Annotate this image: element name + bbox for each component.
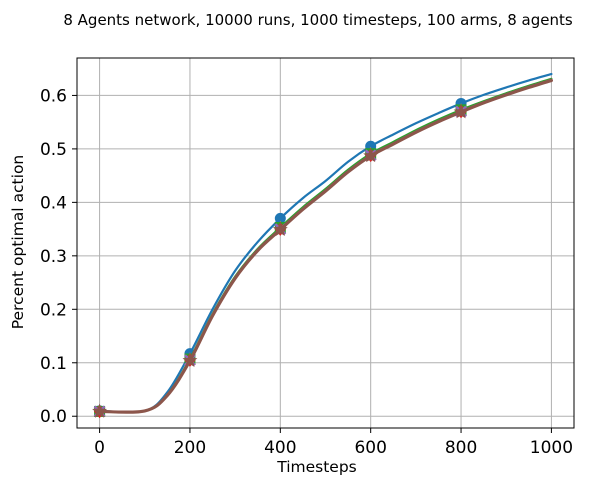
- x-tick-label: 600: [354, 438, 386, 458]
- y-tick-label: 0.1: [40, 354, 67, 374]
- x-tick-label: 200: [174, 438, 206, 458]
- y-tick-label: 0.3: [40, 247, 67, 267]
- y-tick-label: 0.5: [40, 140, 67, 160]
- grid: [77, 58, 574, 428]
- ticks: 0 200 400 600 800 1000 0.0 0.1 0.2 0.3 0.4 0.5 0.6: [40, 86, 573, 458]
- x-tick-label: 1000: [530, 438, 573, 458]
- x-tick-label: 800: [445, 438, 477, 458]
- series-6: [92, 78, 554, 418]
- data-point-marker: [182, 352, 198, 367]
- chart-title: 8 Agents network, 10000 runs, 1000 times…: [63, 11, 572, 29]
- data-point-marker: [363, 148, 379, 163]
- x-tick-label: 0: [94, 438, 105, 458]
- data-point-marker: [453, 104, 469, 119]
- y-tick-label: 0.6: [40, 86, 67, 106]
- y-axis-label: Percent optimal action: [9, 155, 27, 330]
- y-tick-label: 0.4: [40, 193, 67, 213]
- series-line: [97, 78, 554, 414]
- x-axis-label: Timesteps: [276, 458, 357, 476]
- x-tick-label: 400: [264, 438, 296, 458]
- series-layer: [92, 72, 554, 419]
- data-point-marker: [92, 403, 108, 418]
- y-tick-label: 0.0: [40, 407, 67, 427]
- plot-frame: [76, 57, 575, 429]
- data-point-marker: [272, 221, 288, 236]
- y-tick-label: 0.2: [40, 300, 67, 320]
